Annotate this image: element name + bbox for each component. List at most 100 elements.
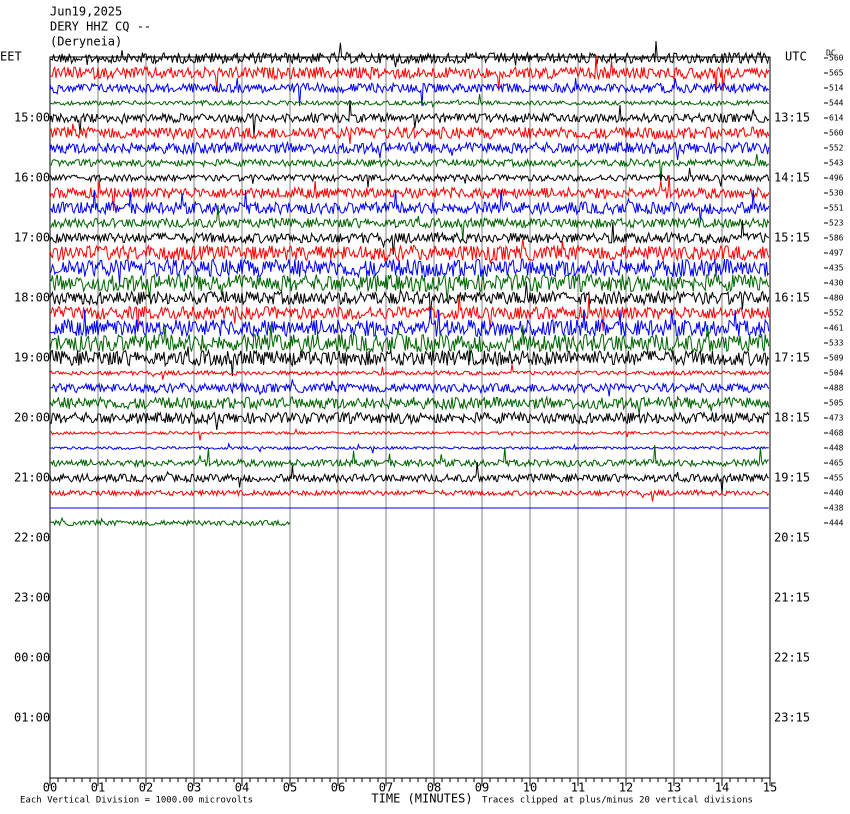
seismic-trace bbox=[49, 379, 770, 397]
seismic-trace bbox=[49, 204, 770, 241]
dc-offset: 509 bbox=[829, 354, 844, 363]
station: DERY HHZ CQ -- bbox=[50, 20, 151, 34]
dc-offset: 473 bbox=[829, 414, 844, 423]
seismic-trace bbox=[49, 309, 770, 338]
seismic-trace bbox=[49, 77, 770, 107]
seismic-trace bbox=[49, 94, 769, 109]
dc-offset: 440 bbox=[829, 489, 844, 498]
dc-offset: 560 bbox=[829, 129, 844, 138]
right-hour-label: 23:15 bbox=[774, 711, 810, 725]
seismic-trace bbox=[49, 441, 769, 454]
seismic-trace bbox=[49, 516, 291, 527]
dc-offset: 488 bbox=[829, 384, 844, 393]
dc-offset: 497 bbox=[829, 249, 844, 258]
seismic-trace bbox=[49, 123, 770, 144]
x-tick-label: 12 bbox=[619, 781, 633, 795]
left-hour-label: 15:00 bbox=[14, 111, 50, 125]
seismic-trace bbox=[49, 154, 770, 182]
dc-offset: 552 bbox=[829, 309, 844, 318]
dc-offset: 586 bbox=[829, 234, 844, 243]
x-tick-label: 03 bbox=[187, 781, 201, 795]
dc-offset: 430 bbox=[829, 279, 844, 288]
right-hour-label: 15:15 bbox=[774, 231, 810, 245]
dc-offset: 461 bbox=[829, 324, 844, 333]
right-hour-label: 22:15 bbox=[774, 651, 810, 665]
dc-offset: 438 bbox=[829, 504, 844, 513]
dc-offset: 504 bbox=[829, 369, 844, 378]
dc-offset: 551 bbox=[829, 204, 844, 213]
left-hour-label: 16:00 bbox=[14, 171, 50, 185]
seismic-trace bbox=[49, 238, 770, 264]
seismic-trace bbox=[49, 488, 770, 502]
left-hour-label: 00:00 bbox=[14, 651, 50, 665]
x-tick-label: 04 bbox=[235, 781, 249, 795]
seismic-trace bbox=[49, 167, 770, 188]
dc-offset: 496 bbox=[829, 174, 844, 183]
dc-offset: 533 bbox=[829, 339, 844, 348]
seismic-trace bbox=[49, 257, 770, 285]
seismic-trace bbox=[49, 324, 770, 362]
dc-offset: 455 bbox=[829, 474, 844, 483]
x-tick-label: 06 bbox=[331, 781, 345, 795]
dc-offset: 480 bbox=[829, 294, 844, 303]
x-tick-label: 02 bbox=[139, 781, 153, 795]
left-hour-label: 19:00 bbox=[14, 351, 50, 365]
right-hour-label: 14:15 bbox=[774, 171, 810, 185]
dc-offset: 543 bbox=[829, 159, 844, 168]
x-tick-label: 05 bbox=[283, 781, 297, 795]
seismic-trace bbox=[49, 189, 770, 223]
x-axis-title: TIME (MINUTES) bbox=[371, 792, 472, 806]
seismic-trace bbox=[49, 40, 770, 68]
dc-offset: 465 bbox=[829, 459, 844, 468]
x-tick-label: 01 bbox=[91, 781, 105, 795]
right-hour-label: 17:15 bbox=[774, 351, 810, 365]
right-hour-label: 19:15 bbox=[774, 471, 810, 485]
seismic-trace bbox=[49, 272, 770, 302]
seismic-trace bbox=[49, 140, 770, 161]
dc-header: DC bbox=[826, 49, 836, 58]
seismic-trace bbox=[49, 428, 770, 441]
dc-offset: 544 bbox=[829, 99, 844, 108]
left-hour-label: 01:00 bbox=[14, 711, 50, 725]
dc-offset: 530 bbox=[829, 189, 844, 198]
right-hour-label: 16:15 bbox=[774, 291, 810, 305]
dc-offset: 448 bbox=[829, 444, 844, 453]
dc-offset: 444 bbox=[829, 519, 844, 528]
seismic-trace bbox=[49, 54, 770, 92]
x-tick-label: 14 bbox=[715, 781, 729, 795]
seismic-trace bbox=[49, 444, 769, 469]
seismic-trace bbox=[49, 281, 770, 317]
left-hour-label: 23:00 bbox=[14, 591, 50, 605]
x-tick-label: 08 bbox=[427, 781, 441, 795]
x-tick-label: 07 bbox=[379, 781, 393, 795]
location: (Deryneia) bbox=[50, 35, 122, 49]
left-zone: EET bbox=[0, 50, 22, 64]
x-tick-label: 00 bbox=[43, 781, 57, 795]
seismic-trace bbox=[49, 462, 769, 494]
seismic-trace bbox=[49, 174, 770, 212]
left-hour-label: 22:00 bbox=[14, 531, 50, 545]
dc-offset: 552 bbox=[829, 144, 844, 153]
seismic-trace bbox=[49, 219, 770, 255]
dc-offset: 468 bbox=[829, 429, 844, 438]
dc-offset: 560 bbox=[829, 54, 844, 63]
clip-note: Traces clipped at plus/minus 20 vertical… bbox=[482, 796, 753, 806]
left-hour-label: 17:00 bbox=[14, 231, 50, 245]
right-hour-label: 21:15 bbox=[774, 591, 810, 605]
right-hour-label: 13:15 bbox=[774, 111, 810, 125]
x-tick-label: 11 bbox=[571, 781, 585, 795]
seismic-trace bbox=[49, 294, 770, 332]
right-hour-label: 18:15 bbox=[774, 411, 810, 425]
seismic-trace bbox=[49, 364, 770, 380]
x-tick-label: 15 bbox=[763, 781, 777, 795]
seismic-trace bbox=[49, 395, 770, 414]
date: Jun19,2025 bbox=[50, 5, 122, 19]
x-tick-label: 10 bbox=[523, 781, 537, 795]
dc-offset: 514 bbox=[829, 84, 844, 93]
dc-offset: 565 bbox=[829, 69, 844, 78]
seismic-trace bbox=[49, 410, 770, 430]
dc-offset: 505 bbox=[829, 399, 844, 408]
right-zone: UTC bbox=[785, 50, 807, 64]
scale-note: Each Vertical Division = 1000.00 microvo… bbox=[20, 796, 253, 806]
